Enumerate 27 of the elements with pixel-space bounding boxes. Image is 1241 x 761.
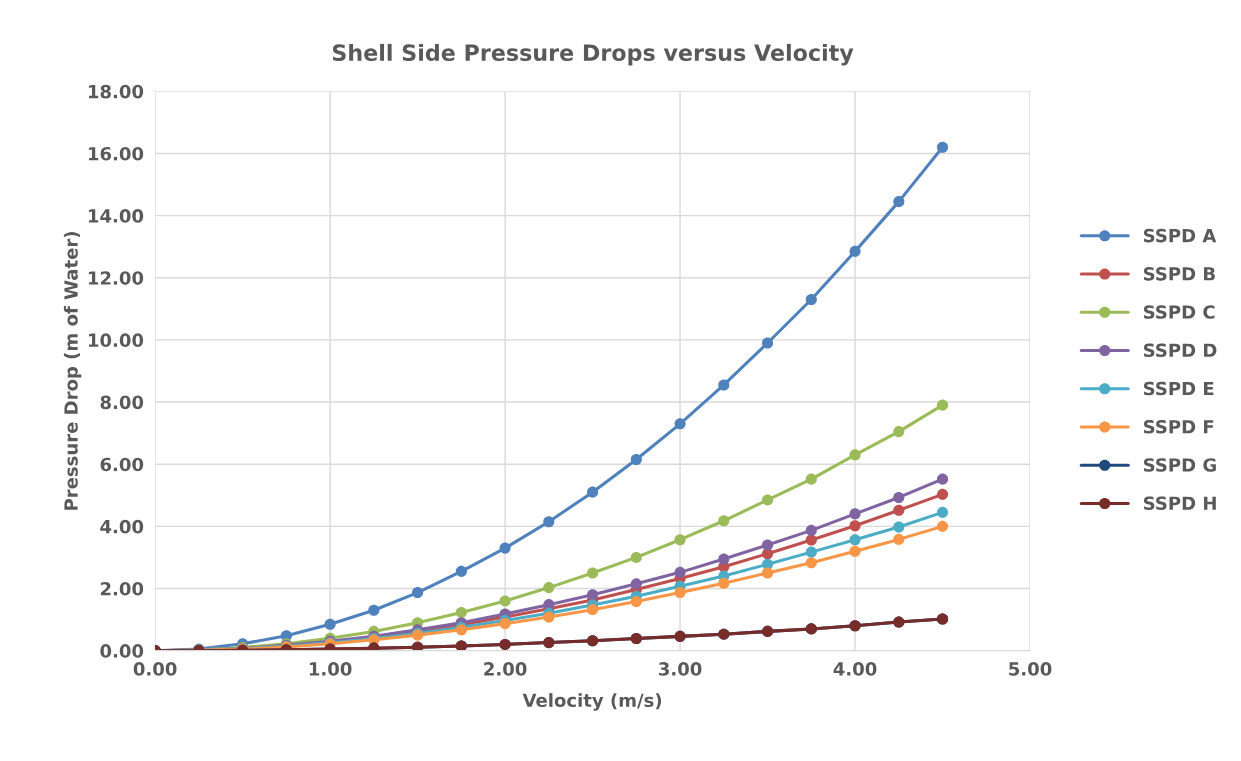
legend-label: SSPD A <box>1143 228 1217 243</box>
x-tick-label: 2.00 <box>484 662 527 676</box>
y-tick-label: 10.00 <box>88 333 144 348</box>
y-tick-label: 2.00 <box>100 581 144 596</box>
y-tick-label: 8.00 <box>100 395 144 410</box>
y-tick-label: 16.00 <box>88 146 144 161</box>
legend-label: SSPD F <box>1143 419 1214 434</box>
legend-label: SSPD H <box>1143 496 1216 511</box>
y-axis-title: Pressure Drop (m of Water) <box>63 232 82 510</box>
legend-label: SSPD G <box>1143 458 1216 472</box>
y-tick-label: 6.00 <box>100 457 144 472</box>
x-tick-label: 5.00 <box>1009 662 1052 676</box>
x-tick-label: 3.00 <box>659 662 702 676</box>
y-tick-label: 14.00 <box>88 209 144 223</box>
legend-label: SSPD C <box>1143 305 1215 319</box>
x-tick-label: 1.00 <box>309 662 352 676</box>
legend-label: SSPD B <box>1143 266 1215 281</box>
legend-label: SSPD D <box>1143 343 1217 358</box>
y-tick-label: 12.00 <box>88 271 144 285</box>
x-axis-title: Velocity (m/s) <box>522 693 662 711</box>
y-tick-label: 18.00 <box>88 84 144 99</box>
x-tick-label: 0.00 <box>133 662 177 676</box>
chart-title: Shell Side Pressure Drops versus Velocity <box>332 43 854 66</box>
y-tick-label: 0.00 <box>100 644 144 658</box>
legend-label: SSPD E <box>1143 381 1214 396</box>
y-tick-label: 4.00 <box>100 519 144 534</box>
x-tick-label: 4.00 <box>833 662 877 676</box>
